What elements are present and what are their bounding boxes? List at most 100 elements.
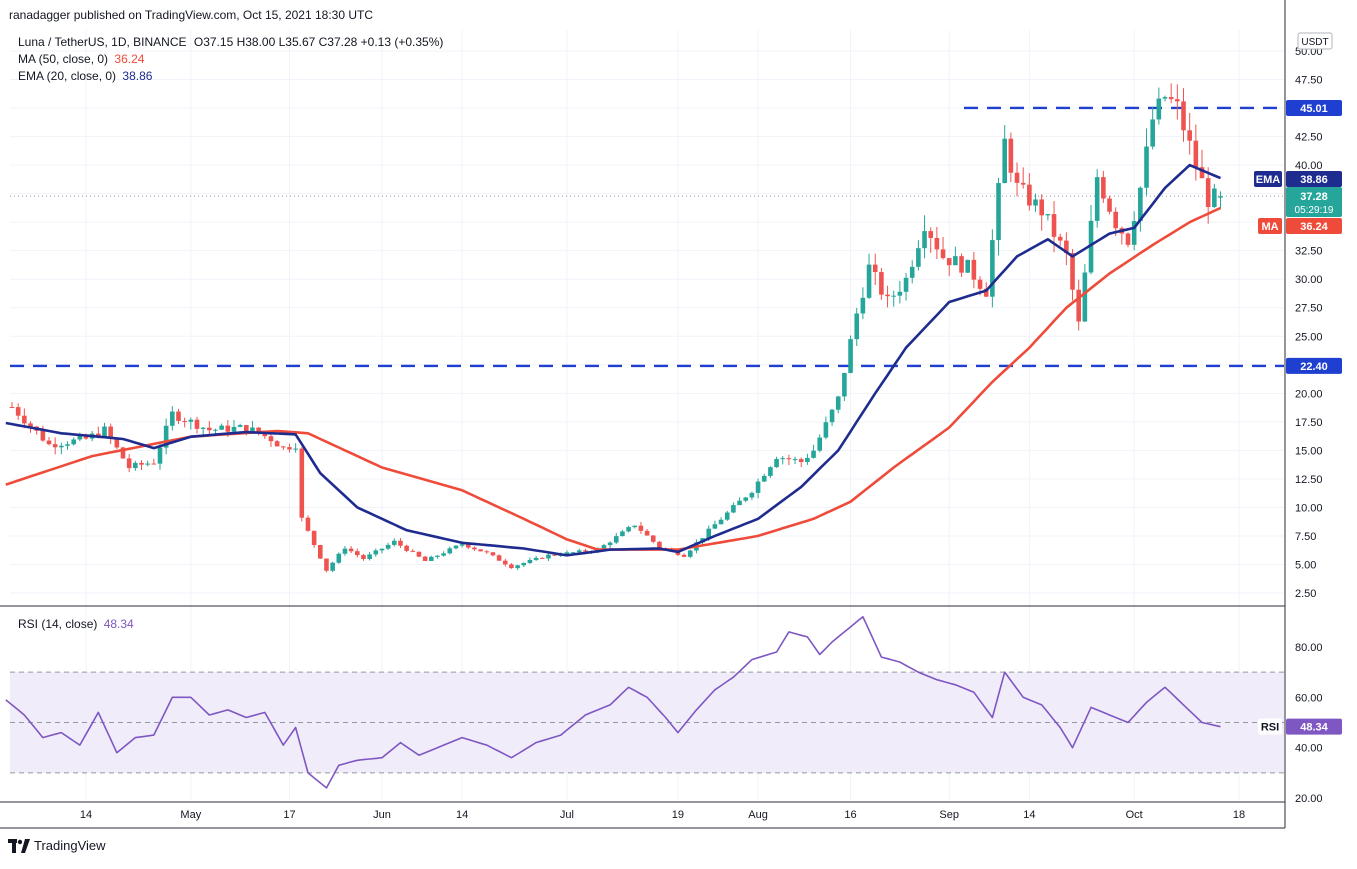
rsi-legend[interactable]: RSI (14, close) 48.34 [18, 617, 134, 631]
candle-body [583, 550, 588, 552]
price-tick-label: 20.00 [1295, 388, 1323, 400]
candle [533, 555, 539, 562]
candle [1156, 87, 1162, 125]
candle-body [1144, 146, 1149, 188]
candle-body [613, 536, 619, 543]
candle [441, 551, 446, 557]
candle-body [1175, 99, 1180, 102]
candle [207, 420, 212, 435]
candle-body [40, 430, 46, 441]
ema-badge-box [1286, 171, 1342, 187]
candle-body [502, 560, 508, 565]
candle [1045, 214, 1051, 221]
candle-body [1082, 272, 1088, 322]
candle-body [213, 429, 218, 431]
candle-body [435, 555, 440, 557]
moving-average-lines [5, 163, 1222, 557]
candle [681, 553, 687, 558]
candle-body [287, 447, 292, 450]
time-tick-label: Aug [748, 809, 768, 821]
candle [817, 434, 823, 453]
candle [990, 229, 995, 308]
candle [416, 551, 422, 558]
candle [996, 177, 1001, 256]
tradingview-logo-text: TradingView [34, 838, 106, 853]
candle-body [96, 433, 101, 437]
candle-body [496, 555, 502, 561]
candle [620, 529, 625, 537]
candle-body [1027, 184, 1032, 206]
candle-body [1014, 172, 1020, 183]
ma-legend[interactable]: MA (50, close, 0) 36.24 [18, 52, 144, 66]
candle-body [755, 481, 761, 493]
candle [250, 421, 255, 433]
candle-body [546, 554, 551, 559]
candle [792, 456, 798, 465]
candle [854, 307, 860, 346]
candle-body [996, 183, 1001, 241]
time-tick-label: 16 [844, 809, 856, 821]
tradingview-logo[interactable]: TradingView [8, 838, 106, 853]
candle [502, 558, 508, 567]
candle-body [916, 248, 921, 267]
ma-badge-label: 36.24 [1300, 221, 1328, 233]
candle-body [1101, 177, 1106, 199]
time-tick-label: 14 [80, 809, 92, 821]
candle [1193, 124, 1199, 181]
candle-body [891, 295, 897, 297]
candle-body [256, 427, 261, 434]
rsi-badge-label: 48.34 [1300, 722, 1328, 734]
candle [928, 227, 934, 253]
candle-body [336, 553, 342, 563]
candle-body [780, 458, 786, 460]
price-tick-label: 7.50 [1295, 531, 1316, 543]
candle [176, 408, 181, 424]
candle-body [163, 425, 169, 448]
candle-body [231, 426, 237, 432]
candle-body [317, 544, 323, 559]
candle [52, 437, 58, 455]
time-tick-label: Jun [373, 809, 391, 821]
candle-body [139, 462, 144, 465]
candle [650, 535, 656, 544]
candle [428, 555, 434, 562]
ma-badge: 36.24 [1286, 218, 1342, 234]
candle-body [848, 339, 853, 373]
rsi-tick-label: 40.00 [1295, 743, 1323, 755]
candle [391, 538, 397, 547]
candle-body [885, 294, 890, 297]
candle-body [1156, 98, 1162, 120]
ma-name-tag-label: MA [1261, 221, 1278, 233]
candle [897, 280, 903, 304]
symbol-legend[interactable]: Luna / TetherUS, 1D, BINANCE O37.15 H38.… [18, 35, 443, 49]
ema-legend[interactable]: EMA (20, close, 0) 38.86 [18, 69, 152, 83]
candle-body [1039, 199, 1044, 216]
candle [367, 552, 372, 561]
candle-body [792, 459, 798, 461]
rsi-line [5, 615, 1221, 789]
candle [743, 496, 749, 503]
candle [965, 259, 971, 274]
price-tick-label: 30.00 [1295, 274, 1323, 286]
candle-body [823, 422, 829, 438]
candle [848, 335, 853, 374]
candle-body [1187, 130, 1192, 141]
candle-body [1162, 97, 1168, 99]
candle [940, 236, 946, 260]
candle-body [385, 544, 391, 549]
candle [934, 226, 940, 260]
candle [1125, 232, 1131, 248]
candle [515, 564, 520, 570]
candle [348, 546, 354, 554]
candle [22, 408, 27, 429]
candle [1014, 162, 1020, 197]
price-badges: 45.01 22.40 38.86 EMA 37.28 05:29:19 36.24 MA 48… [1254, 99, 1342, 735]
candle [768, 466, 773, 479]
candle [1168, 83, 1174, 104]
candle [607, 541, 613, 549]
candle-body [718, 519, 724, 525]
candle-body [478, 549, 483, 552]
rsi-name-tag-box [1258, 718, 1282, 735]
candle [268, 434, 274, 448]
candle [829, 408, 835, 427]
